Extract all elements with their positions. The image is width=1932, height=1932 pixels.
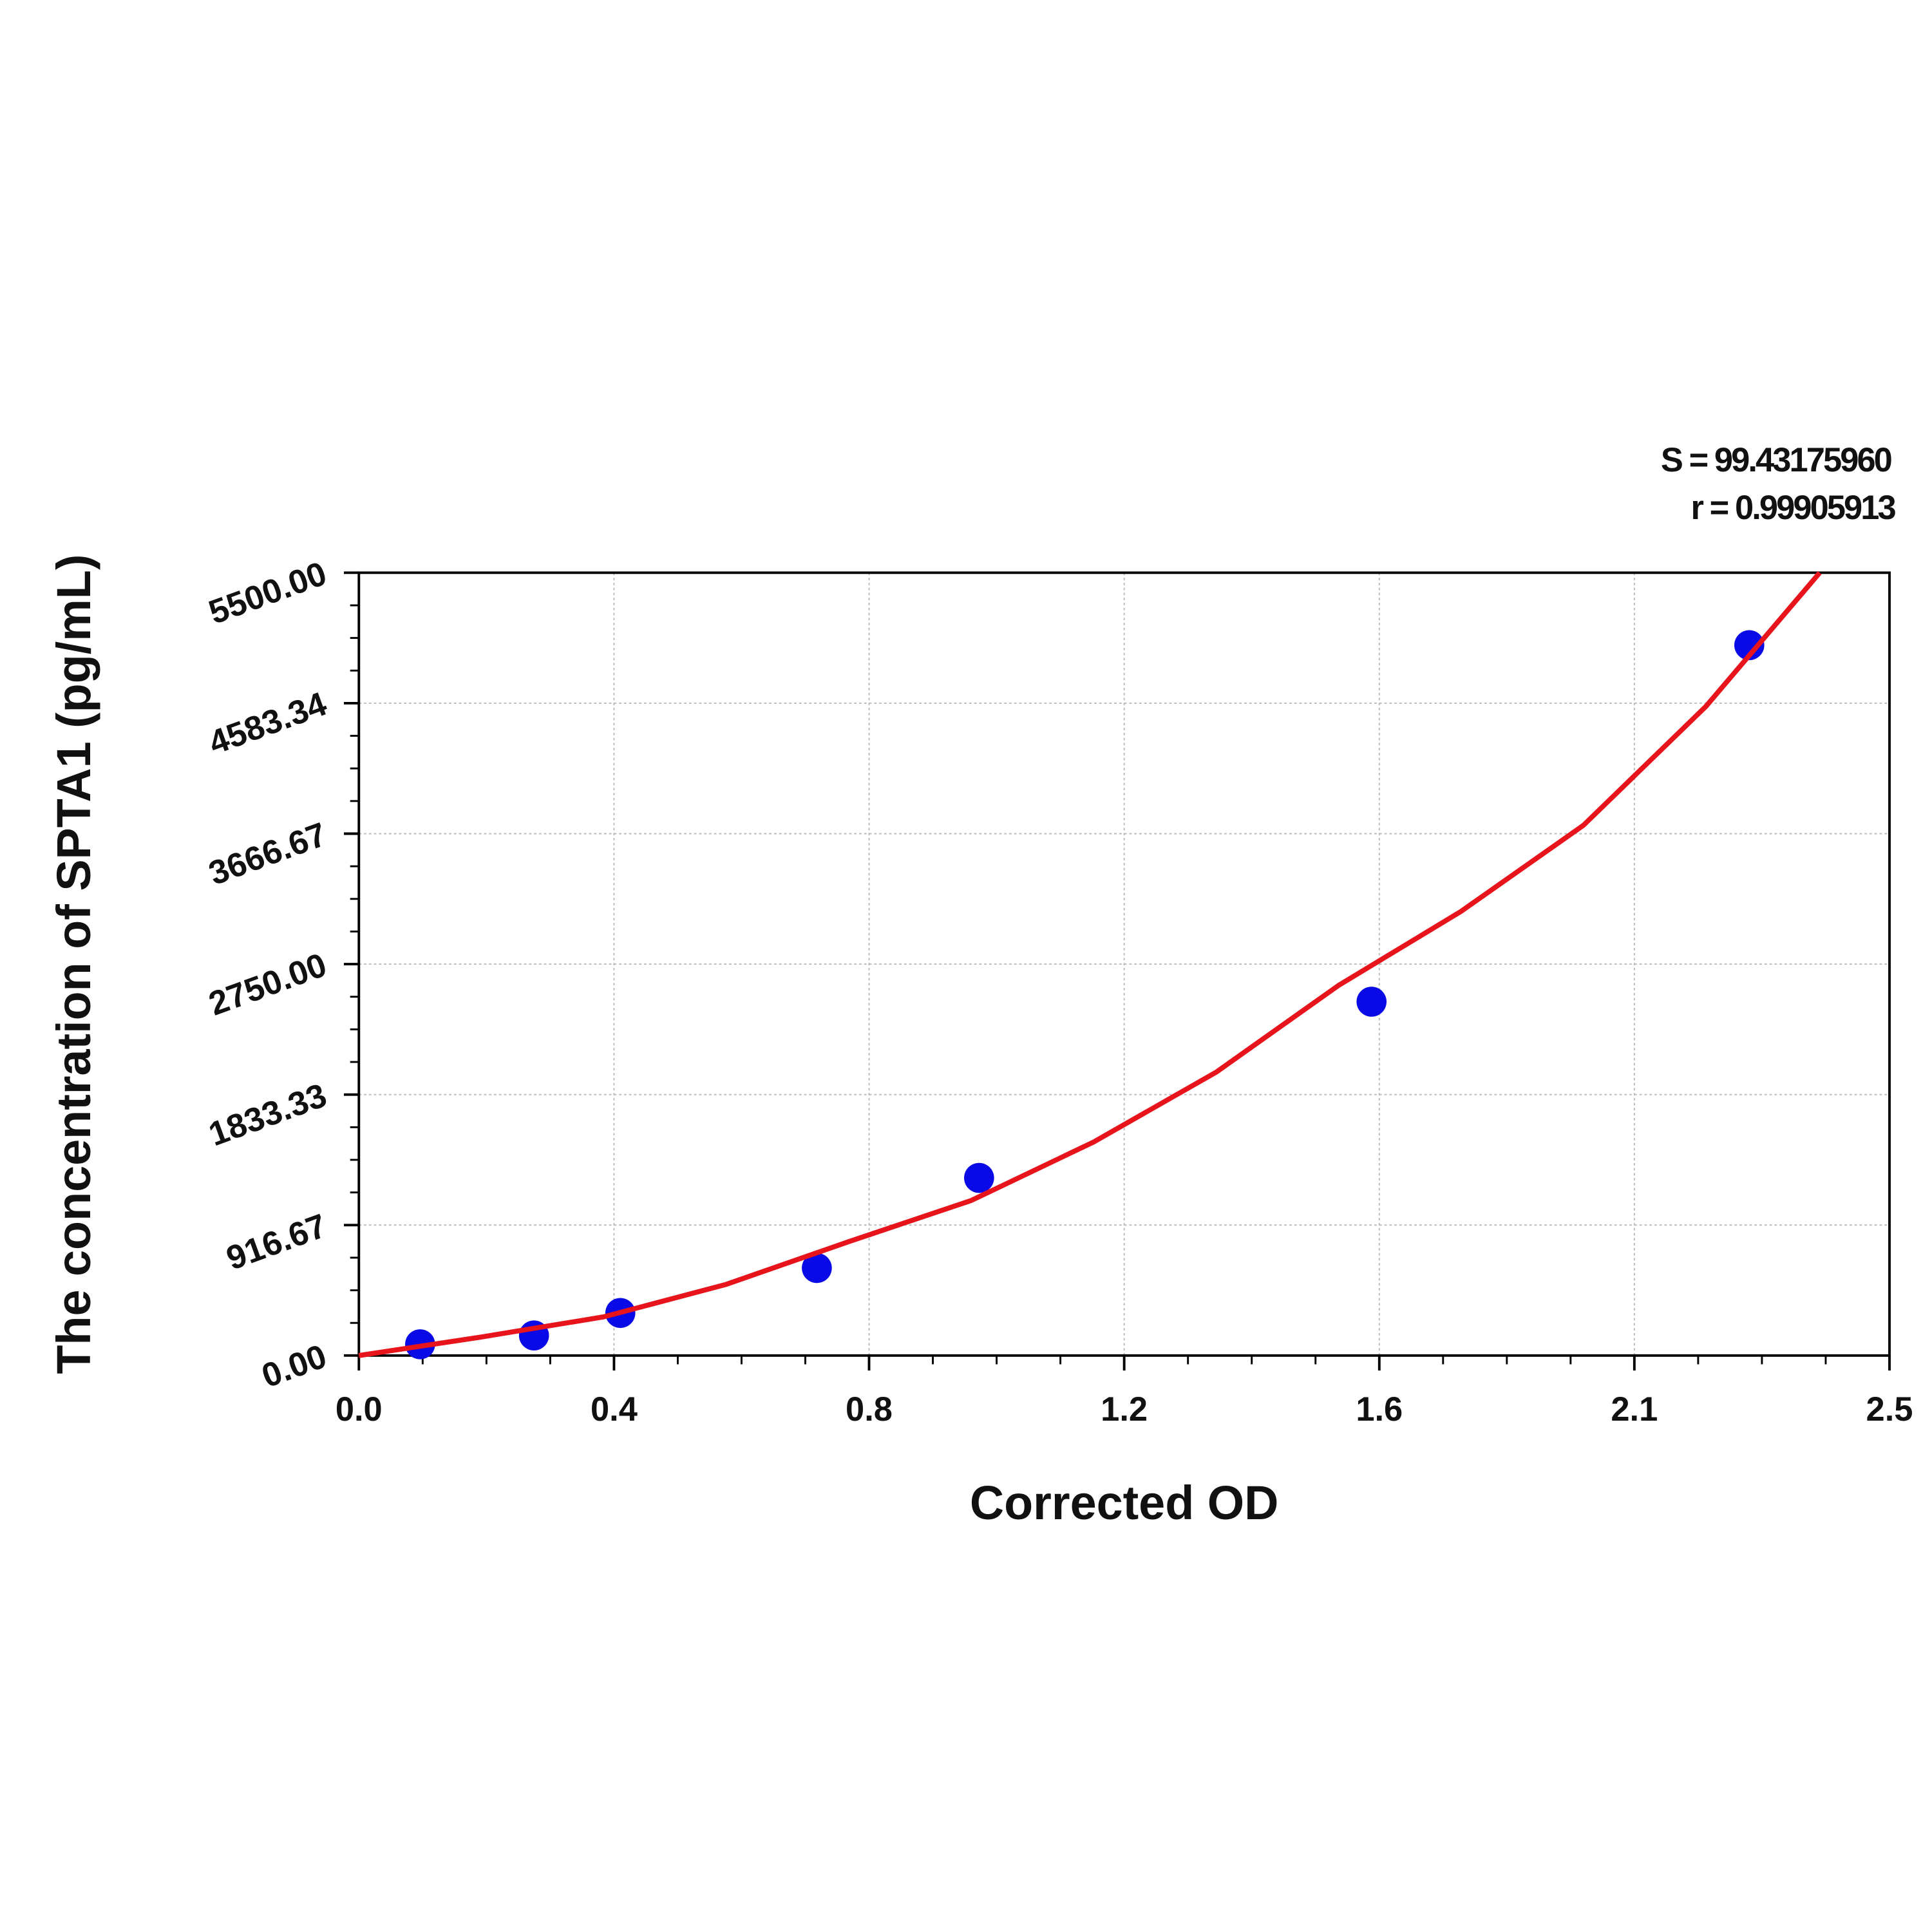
x-tick-label: 2.5 (1866, 1391, 1913, 1428)
y-tick-label: 916.67 (222, 1208, 331, 1278)
data-point (1734, 630, 1765, 661)
y-tick-label: 0.00 (257, 1338, 332, 1395)
y-tick-label: 5500.00 (204, 555, 332, 632)
plot-frame (357, 571, 1891, 1357)
x-tick-label: 0.0 (336, 1391, 383, 1428)
y-tick-label: 4583.34 (204, 685, 332, 762)
data-point (964, 1162, 994, 1193)
y-axis-label: The concentration of SPTA1 (pg/mL) (47, 554, 100, 1374)
x-tick-label: 0.8 (846, 1391, 893, 1428)
data-point (802, 1253, 832, 1283)
y-tick-label: 3666.67 (204, 816, 332, 893)
y-tick-label: 2750.00 (204, 946, 332, 1023)
data-point (1356, 987, 1387, 1017)
annotation: S = 99.43175960 (1661, 442, 1891, 479)
x-axis-label: Corrected OD (970, 1476, 1279, 1530)
y-tick-label: 1833.33 (204, 1077, 332, 1153)
annotation: r = 0.99905913 (1691, 489, 1896, 527)
fit-curve (358, 571, 1822, 1358)
x-tick-label: 1.6 (1356, 1391, 1403, 1428)
x-tick-label: 1.2 (1101, 1391, 1148, 1428)
x-tick-label: 2.1 (1611, 1391, 1658, 1428)
x-tick-label: 0.4 (591, 1391, 638, 1428)
